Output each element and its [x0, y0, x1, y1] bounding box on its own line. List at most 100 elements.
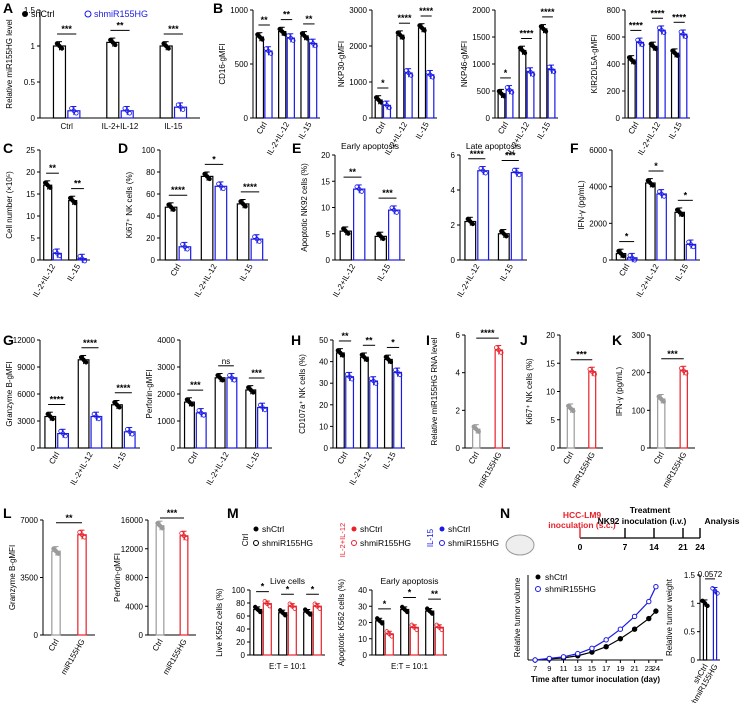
data-point-e1 [378, 234, 383, 239]
data-point-m2 [405, 609, 410, 615]
data-point-h [388, 359, 394, 365]
data-point-f [680, 212, 685, 218]
y-tick-label-l2: 8000 [125, 574, 143, 583]
data-point-m2 [414, 627, 419, 633]
data-point-b4 [675, 53, 680, 58]
data-point-g1 [45, 411, 50, 417]
data-point-g2 [184, 397, 190, 402]
bar-m1 [312, 605, 322, 656]
sig-label-a: *** [168, 24, 179, 34]
data-point-i [476, 429, 481, 434]
data-point-h [392, 367, 398, 373]
data-point-h [344, 372, 350, 377]
data-point-g2 [262, 407, 268, 413]
x-tick-label-e1: IL-15 [375, 262, 392, 283]
y-tick-label-n2: 1 [691, 599, 696, 608]
data-point-b4 [681, 32, 686, 37]
sig-label-g2: *** [190, 380, 201, 390]
y-axis-label-k: IFN-γ (pg/mL) [615, 367, 624, 417]
y-tick-label-b2: 0 [363, 114, 368, 123]
bar-f [674, 211, 685, 261]
y-axis-label-a: Relative miR155HG level [5, 19, 14, 109]
y-axis-label-l1: Granzyme B-gMFI [8, 545, 17, 610]
x-tick-label-b1: IL-15 [297, 120, 314, 141]
x-tick-label-l1: miR155HG [59, 638, 87, 677]
x-axis-label-m1: E:T = 10:1 [269, 662, 307, 671]
data-point-m2 [425, 606, 430, 611]
data-point-k [656, 394, 661, 399]
x-tick-label-n1: 15 [588, 664, 596, 673]
data-point-a [161, 41, 166, 46]
data-point-e1 [389, 205, 394, 210]
data-point-n1 [575, 650, 581, 657]
data-point-g2 [251, 390, 256, 395]
x-tick-label-h: Ctrl [336, 450, 350, 465]
data-point-e1 [359, 189, 364, 194]
data-point-b1 [302, 33, 307, 39]
y-tick-label-l1: 0 [34, 631, 39, 640]
bar-f [645, 182, 656, 261]
sig-label-f: * [684, 190, 688, 200]
data-point-c [57, 253, 62, 259]
bar-b3 [526, 71, 535, 119]
data-point-m2 [377, 618, 382, 624]
bar-f [656, 193, 667, 261]
y-tick-label-n2: 0.5 [684, 628, 696, 637]
bar-b4 [679, 33, 688, 119]
data-point-h [335, 348, 341, 353]
sig-label-g1: **** [83, 338, 98, 348]
bar-g1 [44, 415, 57, 449]
data-point-g1 [130, 432, 135, 437]
data-point-l2 [160, 526, 165, 531]
y-tick-label-k: 0 [641, 444, 646, 453]
data-point-b3 [509, 90, 515, 95]
data-point-h [383, 354, 389, 360]
data-point-b2 [398, 33, 403, 38]
sig-label-b2: **** [397, 13, 412, 23]
data-point-g2 [257, 402, 263, 408]
data-point-g1 [125, 427, 130, 432]
data-point-n2 [710, 586, 715, 591]
data-point-d [254, 236, 260, 242]
y-axis-label-b3: NKP46-gMFI [460, 41, 469, 87]
sig-label-n2: 0.0572 [698, 570, 723, 579]
data-point-f [616, 248, 621, 254]
timeline-day-label: 7 [623, 542, 628, 552]
bar-h [383, 358, 393, 449]
data-point-b4 [637, 40, 643, 45]
y-tick-label-k: 200 [632, 369, 646, 378]
data-point-c [72, 200, 78, 206]
x-tick-label-l2: Ctrl [151, 637, 165, 652]
sig-label-m2: ** [431, 589, 439, 599]
y-tick-label-j: 5 [551, 416, 556, 425]
bar-g2 [257, 406, 269, 449]
bar-h [359, 356, 369, 449]
y-tick-label-j: 15 [546, 359, 555, 368]
data-point-h [397, 372, 403, 378]
data-point-b3 [496, 88, 502, 94]
y-tick-label-b4: 600 [607, 33, 621, 42]
timeline-day-label: 21 [678, 542, 688, 552]
y-tick-label-i: 0 [456, 444, 461, 453]
bar-g2 [214, 377, 226, 449]
sig-label-g2: ns [222, 357, 230, 366]
bar-l2 [155, 525, 165, 636]
y-tick-label-m2: 30 [358, 602, 367, 611]
series-line-n1 [535, 586, 657, 661]
data-point-b1 [282, 31, 287, 37]
data-point-n1 [653, 583, 659, 590]
bar-a [52, 45, 67, 119]
bar-e2 [510, 171, 523, 261]
y-tick-label-b3: 0 [486, 114, 491, 123]
y-tick-label-g1: 3000 [17, 417, 35, 426]
y-tick-label-d: 20 [146, 234, 155, 243]
data-point-l2 [179, 531, 184, 536]
bar-g2 [183, 401, 195, 449]
data-point-n1 [653, 608, 659, 614]
data-point-a [57, 43, 62, 49]
legend-marker-m [351, 540, 357, 546]
data-point-f [656, 189, 662, 194]
data-point-c [70, 198, 75, 203]
data-point-h [364, 357, 370, 362]
data-point-g1 [114, 402, 120, 407]
